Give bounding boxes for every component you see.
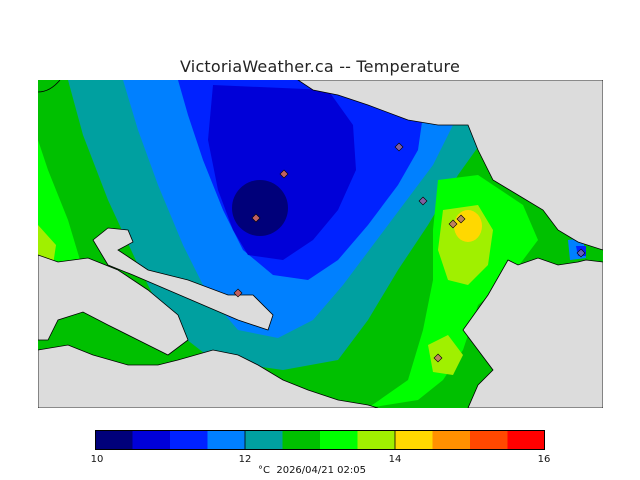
temperature-map[interactable] [38, 80, 603, 408]
legend-swatch [507, 430, 545, 450]
band-brightgreen [368, 175, 538, 408]
legend-swatch [470, 430, 508, 450]
legend-swatch [245, 430, 283, 450]
legend-caption: °C 2026/04/21 02:05 [258, 465, 366, 476]
legend-tick-label: 12 [238, 454, 252, 465]
legend-swatch [170, 430, 208, 450]
east-water [462, 257, 603, 408]
legend-swatch [395, 430, 433, 450]
band-yellowgreen-south [428, 335, 463, 375]
legend-tick-label: 10 [90, 454, 104, 465]
station-marker [576, 248, 586, 258]
legend-tick-label: 14 [388, 454, 402, 465]
map-title: VictoriaWeather.ca -- Temperature [180, 57, 460, 76]
legend-swatch [207, 430, 246, 450]
station-marker [279, 169, 289, 179]
legend-swatch [282, 430, 321, 450]
corner-arc [38, 80, 61, 93]
legend-swatch [320, 430, 358, 450]
station-marker [456, 214, 466, 224]
legend-swatch [357, 430, 396, 450]
legend-swatch [95, 430, 133, 450]
station-marker [433, 353, 443, 363]
inlet-arm [92, 227, 274, 331]
weather-stations [233, 142, 586, 363]
band-navy [232, 180, 288, 236]
station-marker [418, 196, 428, 206]
water-areas [38, 80, 603, 408]
legend-frame [95, 430, 545, 450]
north-water [297, 80, 603, 251]
band-yellow [454, 210, 482, 242]
legend-tick-label: 16 [537, 454, 551, 465]
color-legend [95, 430, 545, 452]
south-water [38, 254, 189, 356]
station-marker [233, 288, 243, 298]
station-marker [448, 219, 458, 229]
station-marker [394, 142, 404, 152]
legend-swatch [432, 430, 471, 450]
legend-swatch [132, 430, 171, 450]
south-water-2 [38, 344, 379, 408]
station-marker [251, 213, 261, 223]
